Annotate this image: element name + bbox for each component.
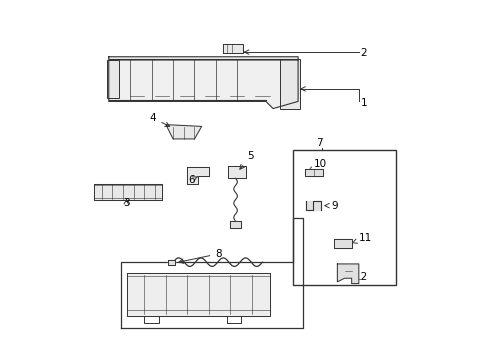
Text: 12: 12 <box>348 271 367 282</box>
Polygon shape <box>108 57 298 109</box>
Text: 4: 4 <box>149 113 169 126</box>
Text: 6: 6 <box>188 175 198 185</box>
Text: 3: 3 <box>123 198 129 208</box>
Polygon shape <box>167 260 175 265</box>
Text: 9: 9 <box>324 201 337 211</box>
Polygon shape <box>126 273 269 316</box>
Polygon shape <box>94 184 162 200</box>
Text: 5: 5 <box>239 151 253 169</box>
Text: 2: 2 <box>360 48 366 58</box>
Text: 8: 8 <box>179 249 222 264</box>
Polygon shape <box>230 221 241 228</box>
Text: 1: 1 <box>360 98 366 108</box>
FancyBboxPatch shape <box>280 59 299 109</box>
Text: 7: 7 <box>315 138 322 148</box>
FancyBboxPatch shape <box>292 150 395 285</box>
FancyBboxPatch shape <box>107 60 119 98</box>
Text: 10: 10 <box>308 159 326 171</box>
Polygon shape <box>333 239 351 248</box>
Polygon shape <box>187 167 208 184</box>
Polygon shape <box>228 166 246 178</box>
Polygon shape <box>165 125 201 139</box>
Polygon shape <box>223 44 242 53</box>
Polygon shape <box>305 169 323 176</box>
Polygon shape <box>305 202 320 210</box>
Polygon shape <box>337 264 358 284</box>
Text: 11: 11 <box>352 233 371 243</box>
